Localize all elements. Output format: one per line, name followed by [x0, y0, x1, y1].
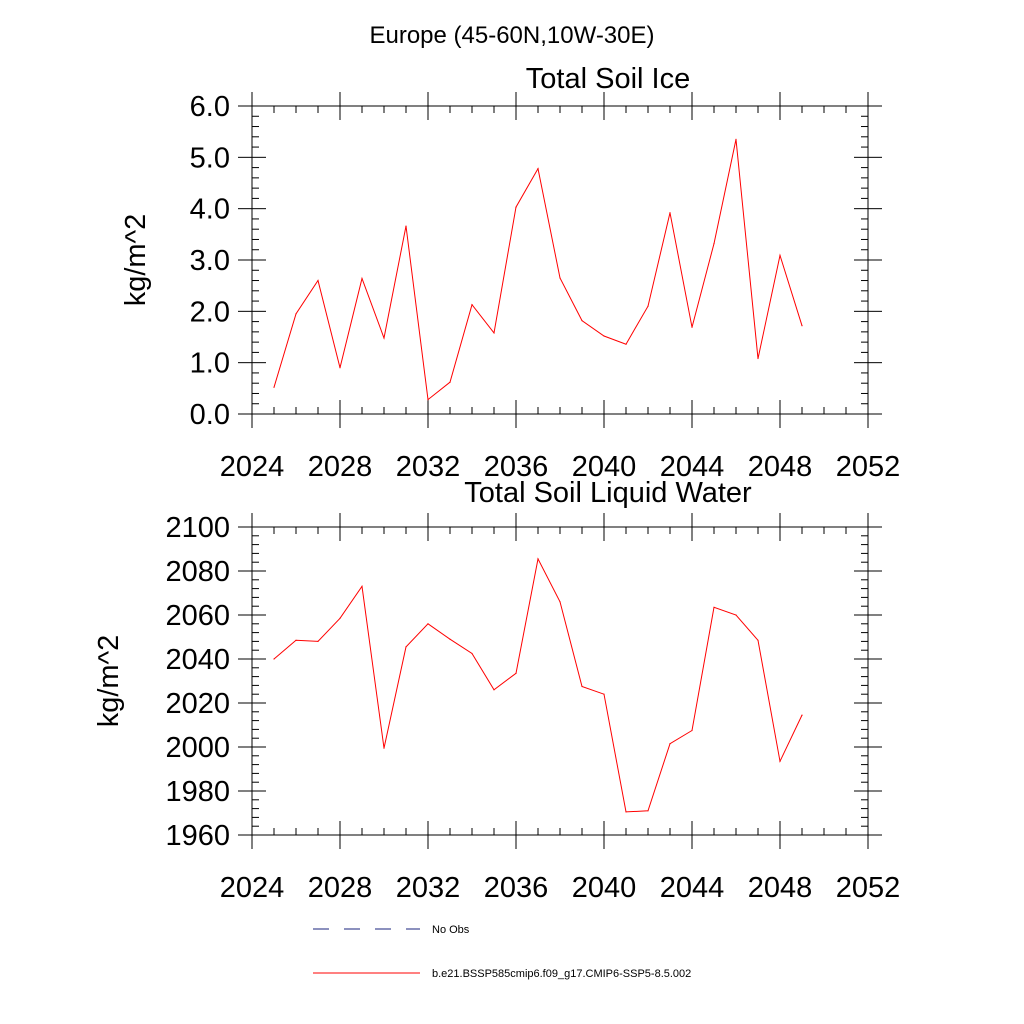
panel-0-data-point: [405, 225, 407, 227]
panel-0-data-point: [449, 381, 451, 383]
panel-1-data-point: [339, 617, 341, 619]
panel-1-xtick-label: 2036: [484, 872, 549, 904]
panel-1-data-point: [273, 658, 275, 660]
panel-0-data-point: [537, 168, 539, 170]
legend: No Obs b.e21.BSSP585cmip6.f09_g17.CMIP6-S…: [313, 924, 691, 980]
panel-1-data-point: [735, 614, 737, 616]
panel-1-data-point: [603, 693, 605, 695]
panel-0-data-point: [383, 337, 385, 339]
panel-1-data-point: [405, 646, 407, 648]
panel-1-ylabel: kg/m^2: [93, 635, 125, 728]
panel-0-data-point: [295, 313, 297, 315]
panel-0-xtick-label: 2040: [572, 451, 637, 483]
panel-1-xtick-label: 2032: [396, 872, 461, 904]
figure-suptitle: Europe (45-60N,10W-30E): [369, 22, 654, 49]
panel-0-frame: [251, 105, 869, 415]
panel-0-xtick-label: 2044: [660, 451, 725, 483]
panel-1-data-point: [757, 639, 759, 641]
panel-1-data-point: [801, 714, 803, 716]
panel-1-data-point: [427, 623, 429, 625]
panel-0-data-point: [691, 326, 693, 328]
legend-label-1: b.e21.BSSP585cmip6.f09_g17.CMIP6-SSP5-8.…: [432, 968, 691, 980]
panel-1-frame: [251, 526, 869, 836]
panel-1-data-point: [713, 606, 715, 608]
panel-0-data-point: [493, 332, 495, 334]
panel-1-data-point: [317, 640, 319, 643]
panel-0-ytick-label: 6.0: [190, 91, 230, 123]
panel-0-data-point: [361, 277, 363, 280]
panel-0-data-point: [603, 335, 605, 337]
panel-1-data-point: [383, 747, 385, 749]
panel-1-xtick-label: 2024: [220, 872, 285, 904]
panel-1-data-point: [493, 689, 495, 691]
panel-1-xtick-label: 2052: [836, 872, 901, 904]
panel-0-ytick-label: 2.0: [190, 296, 230, 328]
panel-0-data-point: [625, 343, 627, 345]
panel-1-ytick-label: 2040: [165, 644, 230, 676]
panel-0-xtick-label: 2032: [396, 451, 461, 483]
panel-1-data-point: [471, 652, 473, 655]
panel-0-data-point: [735, 138, 737, 140]
panel-1-data-point: [537, 558, 539, 560]
panel-1-xtick-label: 2044: [660, 872, 725, 904]
panel-1-data-point: [581, 685, 583, 688]
panel-0-ylabel: kg/m^2: [120, 214, 152, 307]
panel-1-xtick-label: 2048: [748, 872, 813, 904]
panel-1-data-point: [691, 729, 693, 732]
panel-1-ytick-label: 2100: [165, 512, 230, 544]
panel-0-ytick-label: 1.0: [190, 348, 230, 380]
panel-1-ytick-label: 2080: [165, 556, 230, 588]
panel-0-data-point: [471, 304, 473, 306]
panel-0-data-point: [515, 206, 517, 208]
panel-total-soil-ice: Total Soil Ice kg/m^2 2024 2028 2032 2036 2040…: [120, 63, 900, 483]
panel-0-xtick-label: 2048: [748, 451, 813, 483]
panel-0-xtick-label: 2028: [308, 451, 373, 483]
panel-0-data-point: [713, 242, 715, 245]
panel-0-xtick-label: 2024: [220, 451, 285, 483]
panel-1-data-point: [669, 743, 671, 745]
panel-0-xtick-label: 2052: [836, 451, 901, 483]
panel-0-data-point: [427, 399, 429, 401]
panel-1-ytick-label: 2020: [165, 688, 230, 720]
panel-0-data-point: [317, 279, 319, 282]
panel-0-data-point: [559, 277, 561, 279]
panel-0-data-point: [779, 254, 781, 256]
panel-0-data-point: [669, 212, 671, 214]
panel-1-ytick-label: 1980: [165, 776, 230, 808]
panel-0-data-point: [273, 386, 275, 388]
panel-1-data-point: [361, 585, 363, 588]
panel-0-ytick-label: 0.0: [190, 399, 230, 431]
panel-0-ytick-label: 5.0: [190, 142, 230, 174]
panel-1-xtick-label: 2040: [572, 872, 637, 904]
panel-1-xtick-label: 2028: [308, 872, 373, 904]
panel-0-ytick-label: 4.0: [190, 194, 230, 226]
panel-1-ytick-label: 2060: [165, 600, 230, 632]
panel-1-ytick-label: 2000: [165, 732, 230, 764]
panel-total-soil-liquid-water: Total Soil Liquid Water kg/m^2 2024 2028 203…: [93, 477, 900, 904]
panel-1-data-point: [779, 760, 781, 762]
panel-0-ytick-label: 3.0: [190, 245, 230, 277]
panel-1-data-point: [647, 810, 649, 812]
panel-0-data-point: [801, 325, 803, 327]
panel-1-data-point: [295, 639, 297, 641]
panel-0-title: Total Soil Ice: [526, 63, 690, 95]
panel-1-data-point: [449, 638, 451, 640]
panel-1-data-point: [515, 672, 517, 674]
panel-1-title: Total Soil Liquid Water: [464, 477, 752, 509]
panel-0-data-point: [757, 357, 759, 360]
panel-0-data-point: [647, 305, 649, 307]
panel-0-xtick-label: 2036: [484, 451, 549, 483]
panel-0-series-line: [273, 139, 803, 401]
panel-1-data-point: [559, 601, 561, 603]
legend-label-0: No Obs: [432, 924, 470, 936]
panel-0-data-point: [339, 367, 341, 369]
panel-1-ytick-label: 1960: [165, 820, 230, 852]
panel-0-data-point: [581, 319, 583, 322]
panel-1-series-line: [273, 557, 803, 813]
panel-1-data-point: [625, 811, 627, 813]
